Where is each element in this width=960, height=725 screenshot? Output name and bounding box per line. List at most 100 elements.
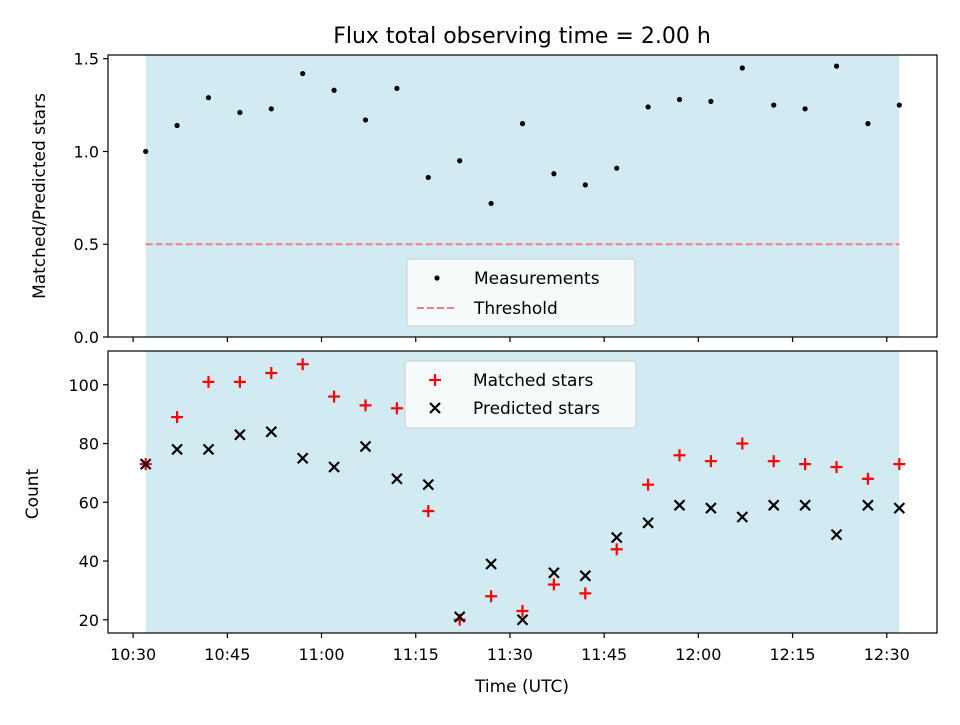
bottom-y-tick-label: 100	[68, 376, 99, 395]
predicted-star-point	[422, 478, 435, 491]
predicted-star-point	[202, 443, 215, 456]
matched-star-point	[328, 390, 341, 403]
legend-matched-label: Matched stars	[473, 371, 593, 391]
measurement-point	[896, 102, 902, 108]
top-x-tick-marks	[132, 337, 888, 342]
x-tick-label: 10:45	[204, 645, 250, 664]
matched-star-point	[390, 402, 403, 415]
matched-star-point	[799, 458, 812, 471]
measurement-point	[174, 122, 180, 129]
predicted-star-point	[171, 443, 183, 456]
measurement-point	[771, 102, 777, 108]
predicted-star-point	[799, 499, 811, 511]
matched-star-point	[830, 461, 843, 474]
predicted-star-point	[610, 531, 623, 544]
matched-star-point	[265, 367, 278, 380]
x-tick-label: 11:00	[298, 645, 344, 664]
predicted-star-point	[265, 426, 278, 438]
top-panel: 0.0 0.5 1.0 1.5 Flux total observing time =…	[30, 24, 938, 347]
measurement-point	[143, 148, 149, 155]
measurement-point	[300, 70, 306, 77]
matched-star-point	[485, 590, 498, 603]
matched-star-point	[767, 455, 780, 468]
predicted-star-point	[516, 614, 529, 626]
top-y-axis-label: Matched/Predicted stars	[30, 93, 50, 299]
predicted-star-point	[296, 452, 309, 464]
matched-star-point	[516, 604, 529, 617]
matched-star-point	[233, 375, 246, 388]
top-y-tick-label: 0.0	[74, 328, 99, 347]
predicted-star-point	[736, 511, 749, 523]
predicted-star-point	[642, 517, 654, 529]
x-tick-label: 11:45	[581, 645, 627, 664]
matched-star-point	[296, 358, 309, 371]
matched-star-point	[202, 375, 215, 388]
matched-star-point	[893, 458, 906, 471]
top-legend: Measurements Threshold	[406, 258, 636, 327]
measurement-point	[488, 200, 494, 207]
bottom-y-tick-label: 20	[79, 611, 99, 630]
bottom-y-axis-label: Count	[23, 468, 43, 519]
measurement-point	[739, 65, 745, 71]
top-plot-frame	[107, 54, 938, 338]
bottom-panel: 20 40 60 80 100 10:30 10:45 11:00 11:15 11:30 11:…	[23, 350, 938, 697]
measurement-point	[676, 96, 683, 103]
bottom-y-ticks: 20 40 60 80 100	[68, 376, 108, 630]
predicted-star-point	[893, 502, 906, 514]
top-y-tick-label: 1.5	[74, 50, 99, 69]
measurement-point	[205, 95, 212, 101]
matched-star-point	[704, 455, 717, 468]
matched-star-point	[610, 543, 623, 556]
x-tick-label: 11:30	[487, 645, 533, 664]
bottom-legend-box	[404, 360, 637, 429]
chart-title: Flux total observing time = 2.00 h	[333, 24, 711, 49]
top-y-tick-label: 0.5	[74, 235, 99, 254]
matched-star-point	[861, 472, 874, 485]
matched-star-point	[171, 411, 184, 424]
top-y-tick-label: 1.0	[74, 142, 99, 161]
predicted-star-point	[139, 458, 152, 470]
measurement-point	[519, 121, 526, 127]
measurement-point	[645, 104, 651, 110]
measurement-point	[802, 106, 808, 112]
matched-star-point	[673, 449, 686, 462]
bottom-legend: Matched stars Predicted stars	[404, 360, 637, 429]
bottom-y-tick-label: 40	[79, 552, 99, 571]
predicted-star-point	[485, 558, 497, 570]
bottom-y-tick-label: 80	[79, 435, 99, 454]
predicted-star-point	[548, 567, 560, 579]
x-tick-label: 11:15	[393, 645, 439, 664]
legend-measurements-marker	[434, 275, 440, 281]
measurement-point	[865, 121, 871, 127]
x-tick-label: 10:30	[110, 645, 156, 664]
measurement-point	[237, 109, 243, 116]
top-y-ticks: 0.0 0.5 1.0 1.5	[74, 50, 108, 347]
measurement-point	[362, 117, 369, 123]
predicted-star-point	[391, 473, 403, 485]
matched-star-point	[547, 578, 560, 591]
measurement-point	[331, 87, 337, 93]
predicted-star-point	[453, 611, 466, 623]
predicted-star-point	[328, 461, 340, 473]
measurement-point	[425, 174, 431, 181]
matched-star-point	[579, 587, 592, 600]
legend-predicted-label: Predicted stars	[473, 399, 600, 419]
measurement-point	[833, 63, 840, 69]
x-tick-label: 12:30	[864, 645, 910, 664]
measurement-point	[614, 165, 620, 171]
measurement-point	[394, 85, 400, 91]
predicted-star-point	[359, 440, 372, 453]
measurement-point	[582, 182, 588, 188]
predicted-star-point	[862, 499, 874, 511]
matched-star-point	[642, 478, 655, 491]
predicted-star-point	[234, 428, 246, 441]
matched-star-point	[359, 399, 372, 412]
predicted-star-point	[767, 499, 780, 511]
legend-measurements-label: Measurements	[474, 269, 600, 289]
bottom-y-tick-label: 60	[79, 493, 99, 512]
predicted-star-point	[579, 569, 592, 582]
predicted-star-point	[830, 528, 843, 541]
measurement-point	[708, 98, 714, 104]
legend-predicted-marker	[429, 402, 441, 414]
